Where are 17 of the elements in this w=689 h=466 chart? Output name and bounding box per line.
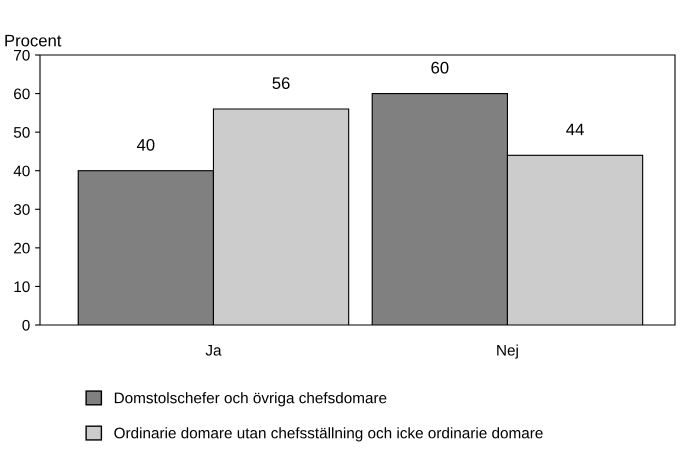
data-label: 56 [272, 77, 290, 90]
y-tick-label: 30 [14, 204, 30, 215]
y-tick-label: 70 [14, 50, 30, 61]
y-tick-label: 60 [14, 88, 30, 100]
y-axis-title: Procent [5, 34, 62, 46]
data-label: 44 [566, 124, 584, 136]
y-tick-label: 0 [22, 320, 30, 331]
data-label: 60 [431, 62, 448, 74]
y-tick-label: 40 [14, 166, 30, 176]
y-tick-label: 10 [14, 281, 30, 292]
legend-label: Ordinarie domare utan chefsställning och icke ordinarie domare [114, 427, 543, 442]
data-label: 40 [136, 138, 154, 151]
y-tick-label: 20 [14, 242, 30, 254]
x-tick-label: Ja [206, 345, 222, 356]
x-tick-label: Nej [497, 344, 518, 359]
y-tick-label: 50 [14, 127, 30, 138]
legend-label: Domstolschefer och övriga chefsdomare [114, 392, 386, 406]
